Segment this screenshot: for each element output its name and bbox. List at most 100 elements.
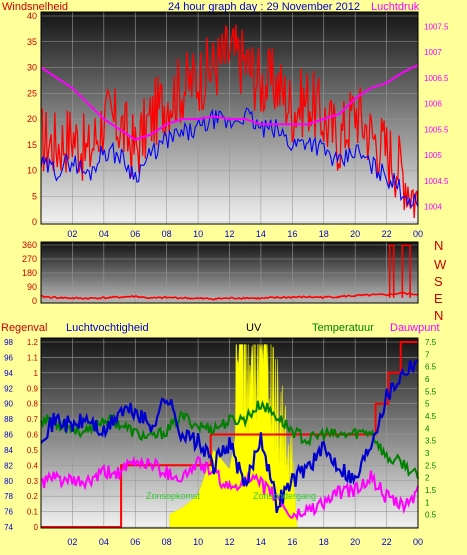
rain-y-tick: 0.3 [27, 477, 39, 486]
hour-tick: 08 [162, 537, 172, 547]
direction-y-tick: 0 [32, 296, 37, 306]
rain-y-tick: 1.1 [27, 353, 39, 362]
wind-y-tick: 25 [27, 88, 37, 98]
pressure-y-tick: 1005 [424, 151, 442, 160]
pressure-y-tick: 1004 [424, 203, 442, 212]
hour-tick: 06 [130, 537, 140, 547]
hour-tick: 00 [413, 537, 423, 547]
rain-y-tick: 0.5 [27, 446, 39, 455]
rain-y-tick: 0 [34, 523, 39, 532]
wind-direction-north-spike [401, 244, 411, 298]
weather-panel-frame [40, 337, 419, 529]
humidity-y-tick: 78 [4, 492, 13, 501]
temperature-y-tick: 7 [425, 350, 430, 359]
dewpoint-label: Dauwpunt [390, 322, 440, 334]
humidity-y-tick: 94 [4, 369, 13, 378]
compass-n-bottom: N [434, 308, 443, 323]
wind-y-tick: 5 [32, 191, 37, 201]
humidity-y-tick: 92 [4, 384, 13, 393]
sunset-annotation: Zonsondergang [253, 491, 316, 501]
direction-panel-frame [40, 241, 419, 304]
humidity-y-tick: 98 [4, 338, 13, 347]
compass-w: W [434, 257, 447, 272]
direction-y-tick: 90 [27, 282, 37, 292]
hour-tick: 16 [287, 229, 297, 239]
temperature-y-tick: 3 [425, 449, 430, 458]
temperature-line [40, 399, 419, 479]
hour-tick: 16 [287, 537, 297, 547]
humidity-y-tick: 82 [4, 461, 13, 470]
temperature-y-tick: 6 [425, 375, 430, 384]
hour-tick: 22 [382, 537, 392, 547]
temperature-y-tick: 1 [425, 498, 430, 507]
humidity-y-tick: 88 [4, 415, 13, 424]
hour-tick: 04 [99, 229, 109, 239]
dewpoint-line [40, 455, 419, 521]
rain-y-tick: 1.2 [27, 338, 39, 347]
humidity-y-tick: 90 [4, 400, 13, 409]
direction-y-tick: 180 [22, 268, 37, 278]
temperature-y-tick: 6.5 [425, 363, 437, 372]
humidity-y-tick: 84 [4, 446, 13, 455]
humidity-label: Luchtvochtigheid [66, 322, 149, 334]
wind-y-tick: 35 [27, 37, 37, 47]
humidity-line [40, 359, 419, 514]
humidity-y-tick: 96 [4, 353, 13, 362]
wind-y-tick: 40 [27, 11, 37, 21]
hour-tick: 06 [130, 229, 140, 239]
rain-y-tick: 0.8 [27, 400, 39, 409]
direction-series [40, 244, 419, 301]
direction-y-tick: 360 [22, 240, 37, 250]
humidity-y-tick: 80 [4, 477, 13, 486]
temperature-y-tick: 2.5 [425, 461, 437, 470]
hour-tick: 12 [224, 229, 234, 239]
direction-axis-labels: 0 90 180 270 360 [22, 240, 37, 306]
temperature-y-tick: 5.5 [425, 387, 437, 396]
rain-y-tick: 0.1 [27, 508, 39, 517]
compass-s: S [434, 274, 443, 289]
sunrise-annotation: Zonsopkomst [146, 491, 201, 501]
wind-speed-label: Windsnelheid [2, 1, 68, 13]
hour-tick: 22 [382, 229, 392, 239]
rain-y-tick: 0.7 [27, 415, 39, 424]
temperature-y-tick: 0.5 [425, 511, 437, 520]
temperature-y-tick: 2 [425, 474, 430, 483]
hour-tick: 10 [193, 537, 203, 547]
wind-series [40, 24, 419, 219]
direction-grid [41, 242, 419, 303]
pressure-label: Luchtdruk [371, 1, 420, 13]
uv-label: UV [246, 322, 262, 334]
rain-label: Regenval [1, 322, 47, 334]
pressure-line [40, 64, 419, 141]
humidity-y-tick: 76 [4, 508, 13, 517]
hour-tick: 02 [67, 537, 77, 547]
temperature-label: Temperatuur [312, 322, 374, 334]
rain-y-tick: 0.2 [27, 492, 39, 501]
temperature-y-tick: 5 [425, 400, 430, 409]
rain-y-tick: 0.4 [27, 461, 39, 470]
wind-y-tick: 15 [27, 140, 37, 150]
humidity-y-tick: 74 [4, 523, 13, 532]
chart-title: 24 hour graph day : 29 November 2012 [168, 1, 360, 13]
direction-y-tick: 270 [22, 254, 37, 264]
hour-tick: 08 [162, 229, 172, 239]
rain-y-tick: 0.6 [27, 431, 39, 440]
hour-tick: 18 [319, 537, 329, 547]
pressure-y-tick: 1006.5 [424, 74, 449, 83]
weather-axis-labels: 7476788082848688909294969800.10.20.30.40… [4, 338, 437, 547]
humidity-y-tick: 86 [4, 431, 13, 440]
wind-speed-line [40, 24, 419, 219]
wind-panel-frame [40, 11, 419, 225]
hour-tick: 20 [350, 537, 360, 547]
compass-n-top: N [434, 238, 443, 253]
hour-tick: 14 [256, 229, 266, 239]
compass-e: E [434, 291, 443, 306]
hour-tick: 12 [224, 537, 234, 547]
pressure-y-tick: 1005.5 [424, 125, 449, 134]
temperature-y-tick: 7.5 [425, 338, 437, 347]
temperature-y-tick: 1.5 [425, 486, 437, 495]
weather-series [40, 341, 419, 528]
hour-tick: 10 [193, 229, 203, 239]
hour-tick: 02 [67, 229, 77, 239]
